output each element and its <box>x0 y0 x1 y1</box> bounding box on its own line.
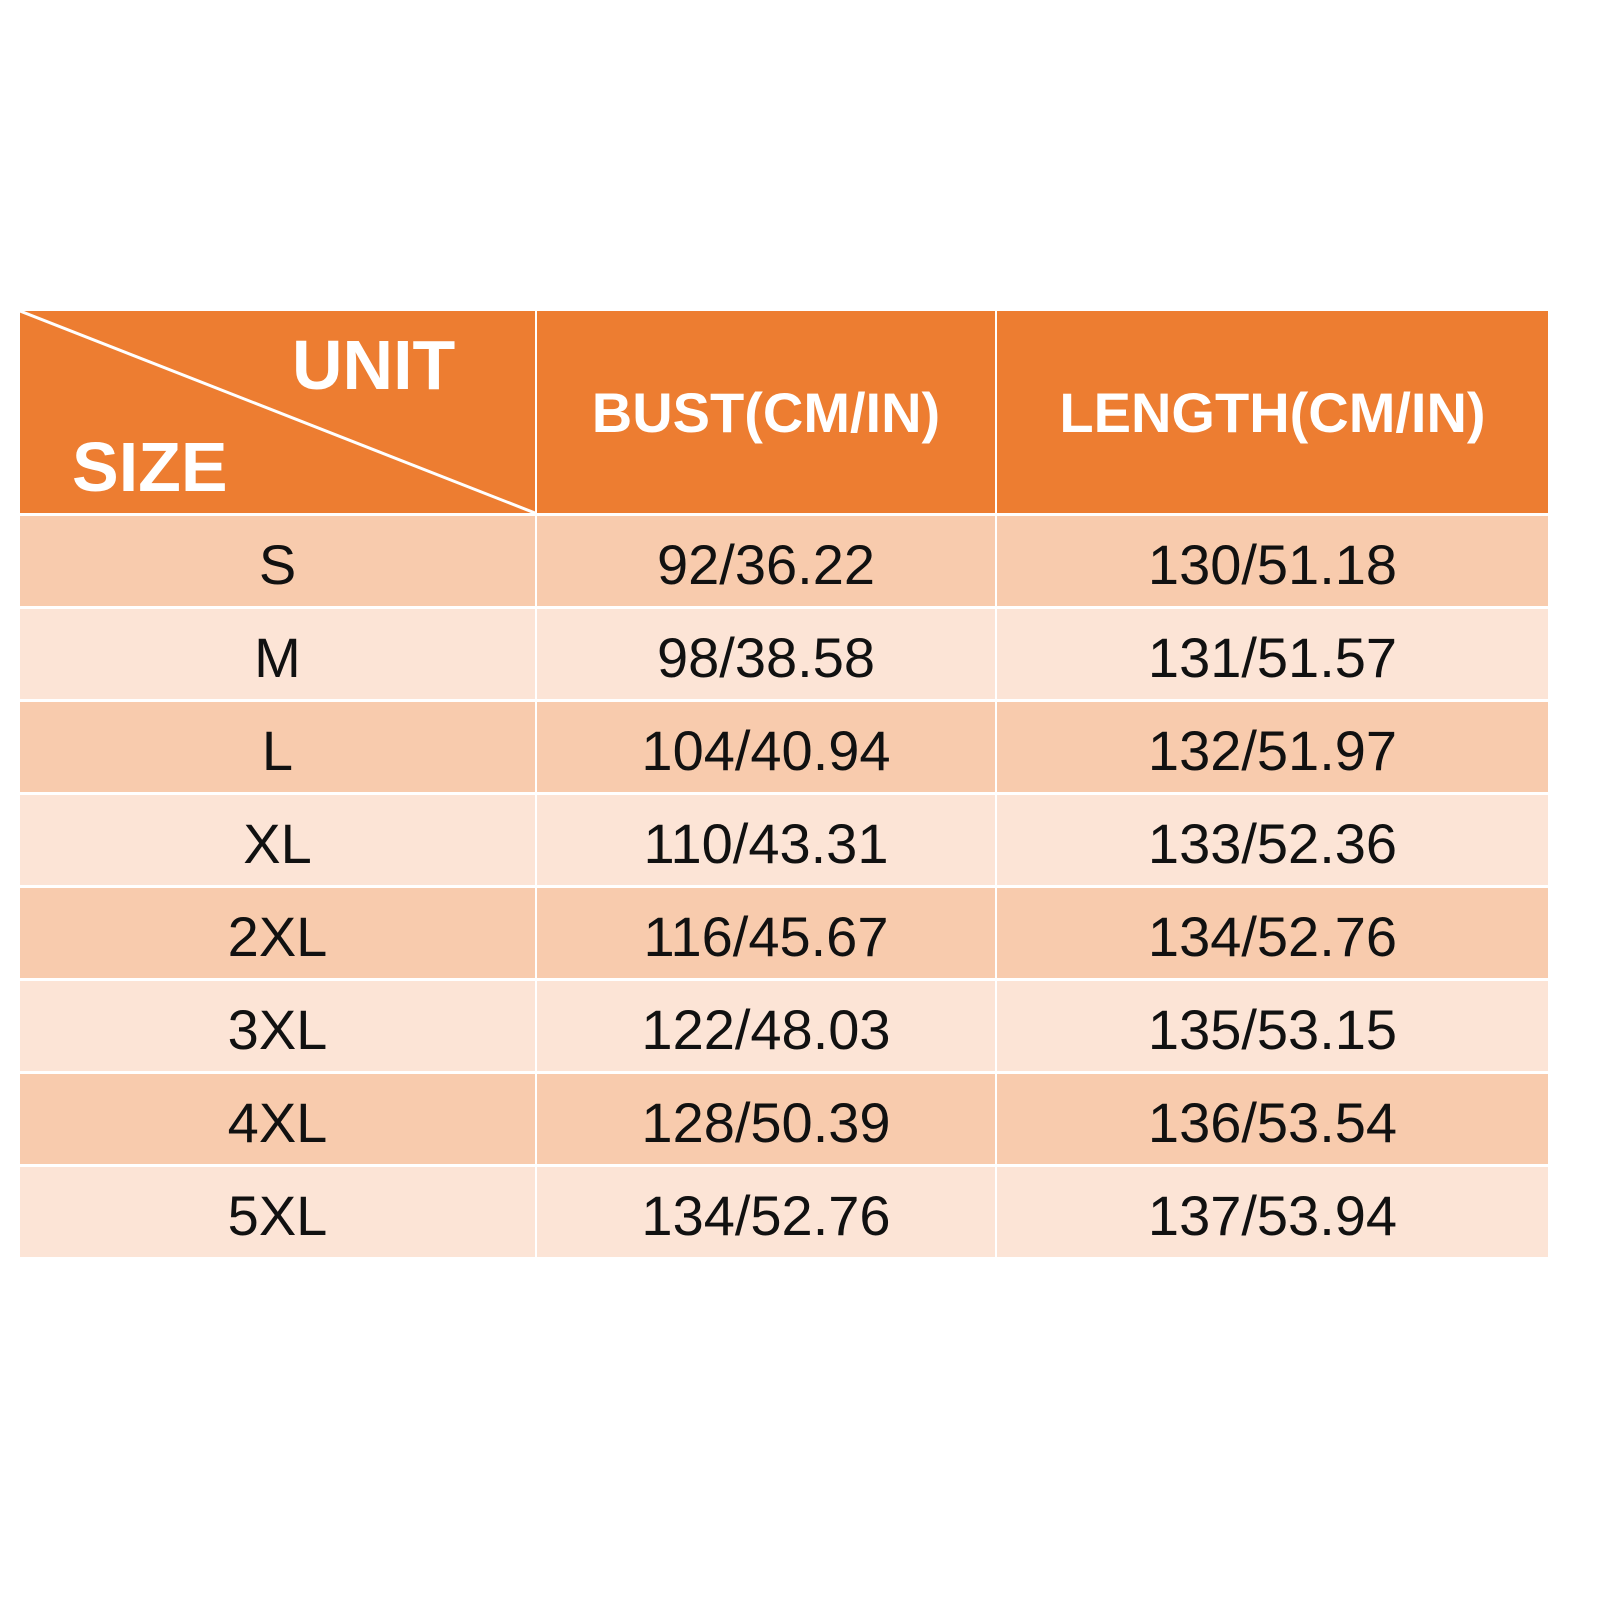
diagonal-divider <box>20 311 535 513</box>
table-row: 3XL 122/48.03 135/53.15 <box>20 981 1548 1074</box>
table-row: XL 110/43.31 133/52.36 <box>20 795 1548 888</box>
size-chart-table: UNIT SIZE BUST(CM/IN) LENGTH(CM/IN) S 92/… <box>20 311 1548 1260</box>
length-cell: 134/52.76 <box>995 888 1548 978</box>
table-row: L 104/40.94 132/51.97 <box>20 702 1548 795</box>
bust-cell: 92/36.22 <box>535 516 995 606</box>
size-cell: 2XL <box>227 904 328 968</box>
size-cell: XL <box>243 811 312 875</box>
unit-label: UNIT <box>292 326 456 404</box>
size-label: SIZE <box>72 428 228 506</box>
table-row: 4XL 128/50.39 136/53.54 <box>20 1074 1548 1167</box>
table-row: S 92/36.22 130/51.18 <box>20 516 1548 609</box>
size-cell: 5XL <box>227 1183 328 1247</box>
bust-cell: 122/48.03 <box>535 981 995 1071</box>
length-cell: 133/52.36 <box>995 795 1548 885</box>
size-cell: 3XL <box>227 997 328 1061</box>
length-cell: 135/53.15 <box>995 981 1548 1071</box>
bust-cell: 98/38.58 <box>535 609 995 699</box>
bust-cell: 110/43.31 <box>535 795 995 885</box>
length-cell: 132/51.97 <box>995 702 1548 792</box>
table-row: 5XL 134/52.76 137/53.94 <box>20 1167 1548 1260</box>
table-row: 2XL 116/45.67 134/52.76 <box>20 888 1548 981</box>
table-row: M 98/38.58 131/51.57 <box>20 609 1548 702</box>
length-cell: 136/53.54 <box>995 1074 1548 1164</box>
bust-cell: 104/40.94 <box>535 702 995 792</box>
bust-cell: 116/45.67 <box>535 888 995 978</box>
bust-cell: 128/50.39 <box>535 1074 995 1164</box>
length-cell: 130/51.18 <box>995 516 1548 606</box>
header-row: UNIT SIZE BUST(CM/IN) LENGTH(CM/IN) <box>20 311 1548 516</box>
length-header: LENGTH(CM/IN) <box>995 311 1548 513</box>
header-corner-cell: UNIT SIZE <box>20 311 535 513</box>
table-body: S 92/36.22 130/51.18 M 98/38.58 131/51.57 L 104… <box>20 516 1548 1260</box>
length-cell: 131/51.57 <box>995 609 1548 699</box>
bust-cell: 134/52.76 <box>535 1167 995 1257</box>
size-cell: M <box>254 625 301 689</box>
size-cell: 4XL <box>227 1090 328 1154</box>
size-cell: L <box>261 718 294 782</box>
size-cell: S <box>258 532 297 596</box>
length-cell: 137/53.94 <box>995 1167 1548 1257</box>
bust-header: BUST(CM/IN) <box>535 311 995 513</box>
